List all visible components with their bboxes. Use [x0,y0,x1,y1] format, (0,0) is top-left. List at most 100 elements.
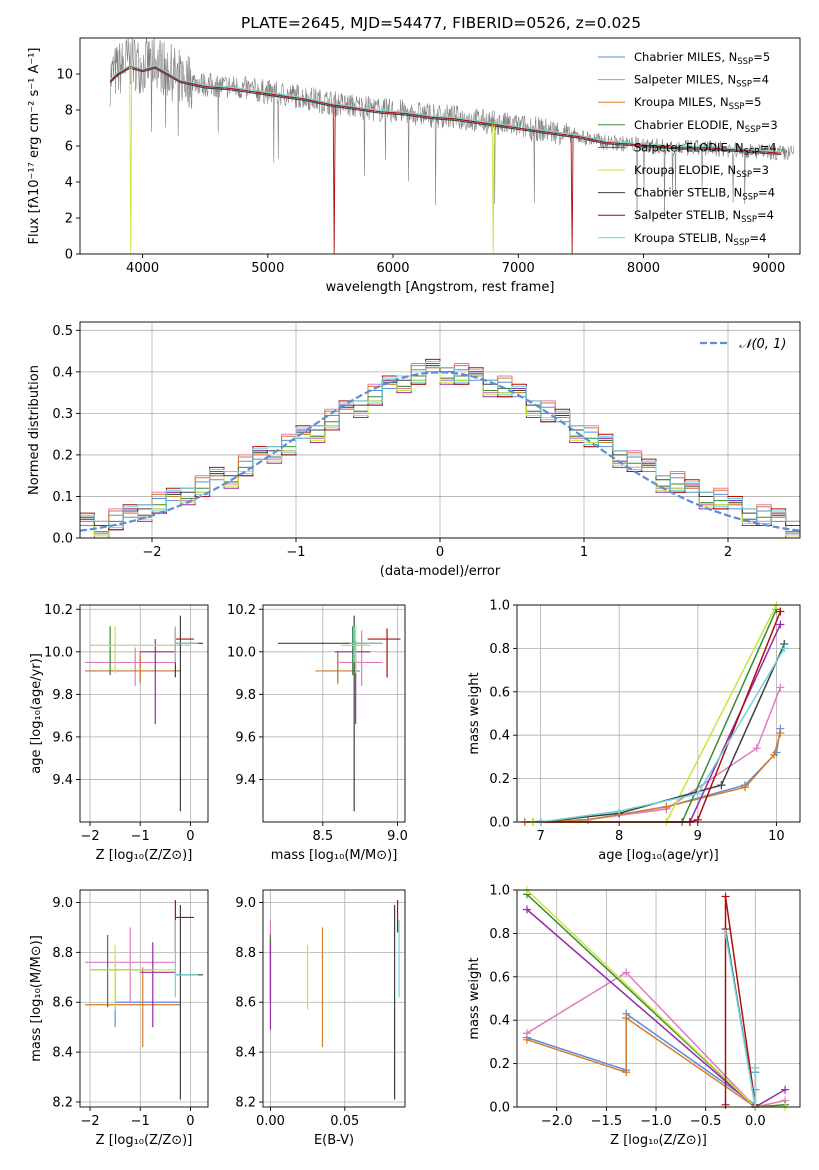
y-tick-label: 8.8 [52,946,73,961]
weight-marker [721,1100,730,1109]
weight-marker [693,815,702,824]
x-tick-label: 2 [724,545,732,560]
x-tick-label: 8 [615,829,623,844]
x-tick-label: 9.0 [387,829,408,844]
mass_vs_EBV-grid [263,890,405,1107]
x-tick-label: 0 [436,545,444,560]
weight-line [526,971,786,1108]
x-tick-label: −2 [142,545,161,560]
age_vs_mass-plot-area [277,615,401,812]
y-tick-label: 0.2 [52,448,73,463]
x-axis-label: Z [log₁₀(Z/Z⊙)] [610,1133,707,1148]
y-tick-label: 10 [56,68,73,83]
y-tick-label: 8.2 [52,1096,73,1111]
x-axis-label: Z [log₁₀(Z/Z⊙)] [96,848,193,863]
y-tick-label: 8.4 [52,1046,73,1061]
weight_vs_age-plot-area [520,601,789,826]
y-tick-label: 8.2 [235,1096,256,1111]
y-tick-label: 0.4 [489,1014,510,1029]
y-tick-label: 1.0 [489,884,510,899]
weight-marker [751,1063,760,1072]
y-tick-label: 0.1 [52,490,73,505]
error-bar-point [174,626,198,663]
weight-marker [721,929,730,938]
age_vs_mass-frame [262,604,406,823]
gaussian-curve [80,371,800,532]
model-absorption-line [129,66,133,254]
weight-marker [717,781,726,790]
error-bar-point [334,639,371,725]
y-tick-label: 9.0 [52,896,73,911]
x-axis-label: mass [log₁₀(M/M⊙)] [271,848,398,863]
y-tick-label: 9.6 [52,730,73,745]
y-tick-label: 4 [65,176,73,191]
x-axis-label: Z [log₁₀(Z/Z⊙)] [96,1133,193,1148]
x-tick-label: 8.5 [312,829,333,844]
legend-entry: Chabrier STELIB, NSSP=4 [634,186,775,203]
mass_vs_Z-plot-area [85,899,203,1100]
y-axis-label: mass [log₁₀(M/M⊙)] [29,935,44,1062]
weight-marker [693,789,702,798]
weight-marker [780,644,789,653]
model-spectrum-line [109,64,782,153]
weight-marker [522,905,531,914]
weight-marker [662,802,671,811]
weight-marker [721,892,730,901]
weight-line [524,728,782,823]
mass_vs_Z-axes: −2 −1 0 8.2 8.4 8.6 8.8 9.0 Z [log₁₀(Z/Z⊙)] mass … [29,890,208,1148]
residuals-axes: −2 −1 0 1 2 0.0 0.1 0.2 0.3 0.4 0.5 (data-model)/er… [27,322,800,579]
legend-entry: Kroupa STELIB, NSSP=4 [634,231,766,248]
weight-line [524,732,782,823]
model-spectrum-line [109,67,782,156]
y-tick-label: 0.6 [489,970,510,985]
error-bar-point [140,639,176,725]
age_vs_mass-grid [263,605,405,822]
y-tick-label: 10.2 [44,603,73,618]
mass_vs_EBV-frame [262,889,406,1108]
weight-marker [781,1085,790,1094]
spectrum-frame [79,37,801,255]
x-tick-label: 0 [186,1114,194,1129]
y-tick-label: 9.6 [235,730,256,745]
x-tick-label: −1 [131,1114,150,1129]
weight-marker [740,783,749,792]
x-axis-label: E(B-V) [314,1133,354,1148]
weight_vs_age-axes: 7 8 9 10 0.0 0.2 0.4 0.6 0.8 1.0 age [log₁₀(age/yr… [467,599,800,863]
weight-marker [522,1035,531,1044]
x-tick-label: −1.5 [591,1114,623,1129]
residual-histogram [80,365,800,537]
weight-marker [752,744,761,753]
y-axis-label: age [log₁₀(age/yr)] [29,653,44,774]
mass_vs_EBV-plot-area [269,899,400,1100]
spectrum-legend: Chabrier MILES, NSSP=5 Salpeter MILES, NS… [598,50,778,248]
y-tick-label: 10.2 [227,603,256,618]
y-tick-label: 0.2 [489,1057,510,1072]
weight_vs_Z-grid [517,889,800,1108]
model-spectrum-line [109,66,782,154]
x-tick-label: 0.05 [330,1114,359,1129]
legend-entry: Salpeter STELIB, NSSP=4 [634,208,774,225]
legend-entry: Salpeter MILES, NSSP=4 [634,73,769,90]
weight-line [540,648,785,823]
weight-marker [615,807,624,816]
residuals-frame [79,321,801,539]
error-bar-point [140,942,176,1028]
y-tick-label: 0.4 [52,365,73,380]
error-bar-point [114,964,181,1028]
legend-entry: Salpeter ELODIE, NSSP=4 [634,140,777,157]
weight-marker [770,750,779,759]
y-tick-label: 0 [65,248,73,263]
weight-marker [622,1068,631,1077]
model-absorption-line [570,135,574,254]
y-tick-label: 0.0 [489,1101,510,1116]
mass_vs_EBV-axes: 0.00 0.05 8.2 8.4 8.6 8.8 9.0 E(B-V) [235,890,405,1148]
y-tick-label: 0.8 [489,927,510,942]
legend-entry: Kroupa MILES, NSSP=5 [634,95,761,112]
y-tick-label: 9.8 [235,688,256,703]
weight-marker [776,729,785,738]
error-bar-point [352,626,368,676]
x-tick-label: −0.5 [690,1114,722,1129]
error-bar-point [340,626,371,674]
age_vs_Z-frame [79,604,209,823]
